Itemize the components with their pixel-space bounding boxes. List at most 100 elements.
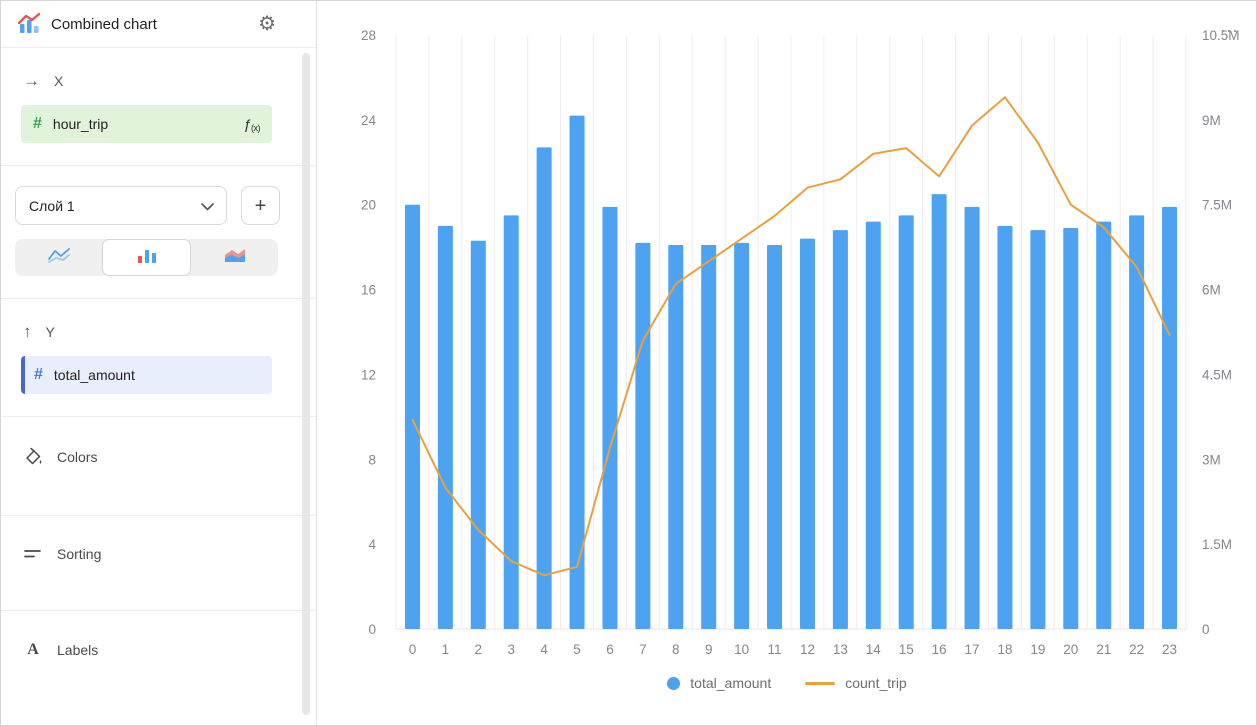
bar-8[interactable] xyxy=(668,245,684,629)
svg-text:9M: 9M xyxy=(1202,113,1221,128)
divider xyxy=(1,515,316,516)
bar-12[interactable] xyxy=(799,238,815,629)
bar-11[interactable] xyxy=(767,245,783,629)
labels-a-icon: A xyxy=(27,641,39,658)
y-section-header: ↑ Y xyxy=(1,299,316,340)
bar-4[interactable] xyxy=(536,147,552,629)
svg-text:6M: 6M xyxy=(1202,283,1221,298)
svg-text:10: 10 xyxy=(734,642,749,657)
divider xyxy=(1,610,316,611)
line-series-count-trip[interactable] xyxy=(411,96,1171,577)
sidebar-header: Combined chart ⚙ xyxy=(1,1,316,48)
svg-text:0: 0 xyxy=(1202,622,1210,637)
svg-text:12: 12 xyxy=(800,642,815,657)
svg-text:17: 17 xyxy=(965,642,980,657)
sorting-section[interactable]: Sorting xyxy=(1,516,316,610)
line-chart-icon xyxy=(47,247,71,269)
chevron-down-icon xyxy=(201,198,214,214)
labels-section[interactable]: A Labels xyxy=(1,611,316,707)
divider xyxy=(1,298,316,299)
chart-type-bar[interactable] xyxy=(102,239,191,276)
bar-0[interactable] xyxy=(404,204,420,629)
field-name: total_amount xyxy=(53,367,135,383)
legend-label: count_trip xyxy=(845,675,907,691)
chart-type-switcher xyxy=(15,239,278,276)
number-field-icon: # xyxy=(33,115,42,132)
add-layer-button[interactable]: + xyxy=(241,186,280,225)
svg-text:4: 4 xyxy=(368,537,376,552)
bar-19[interactable] xyxy=(1030,230,1046,629)
chart-type-line[interactable] xyxy=(15,239,102,276)
field-chip-hour-trip[interactable]: # hour_trip ƒ(x) xyxy=(21,105,272,143)
chart-type-area[interactable] xyxy=(191,239,278,276)
svg-text:0: 0 xyxy=(368,622,376,637)
bar-2[interactable] xyxy=(470,240,486,629)
divider xyxy=(1,165,316,166)
bar-13[interactable] xyxy=(832,230,848,629)
field-name: hour_trip xyxy=(52,116,109,132)
svg-text:16: 16 xyxy=(932,642,947,657)
arrow-right-icon: → xyxy=(23,71,40,90)
bar-23[interactable] xyxy=(1162,206,1178,630)
svg-text:9: 9 xyxy=(705,642,713,657)
svg-text:1.5M: 1.5M xyxy=(1202,537,1232,552)
formula-icon[interactable]: ƒ(x) xyxy=(243,115,260,133)
area-chart-icon xyxy=(223,247,247,269)
layer-select[interactable]: Слой 1 xyxy=(15,186,227,225)
bar-5[interactable] xyxy=(569,115,585,630)
svg-text:13: 13 xyxy=(833,642,848,657)
bar-7[interactable] xyxy=(635,242,651,629)
svg-text:2: 2 xyxy=(475,642,483,657)
bar-22[interactable] xyxy=(1129,215,1145,630)
sidebar-scrollbar[interactable] xyxy=(302,53,310,715)
divider xyxy=(1,416,316,417)
layer-select-value: Слой 1 xyxy=(29,197,75,214)
svg-text:6: 6 xyxy=(606,642,614,657)
x-section-label: X xyxy=(54,72,64,89)
bar-20[interactable] xyxy=(1063,228,1079,630)
svg-text:4: 4 xyxy=(540,642,548,657)
svg-text:12: 12 xyxy=(361,367,376,382)
bar-17[interactable] xyxy=(964,206,980,630)
svg-text:21: 21 xyxy=(1096,642,1111,657)
svg-text:18: 18 xyxy=(997,642,1012,657)
bar-3[interactable] xyxy=(503,215,519,630)
svg-text:3M: 3M xyxy=(1202,452,1221,467)
bar-14[interactable] xyxy=(865,221,881,629)
legend-label: total_amount xyxy=(690,675,772,691)
bar-21[interactable] xyxy=(1096,221,1112,629)
x-section-header: → X xyxy=(1,48,316,89)
bar-10[interactable] xyxy=(734,242,750,629)
svg-text:22: 22 xyxy=(1129,642,1144,657)
bar-9[interactable] xyxy=(701,245,717,629)
bar-15[interactable] xyxy=(898,215,914,630)
arrow-up-icon: ↑ xyxy=(23,322,32,341)
svg-text:28: 28 xyxy=(361,28,376,43)
svg-text:4.5M: 4.5M xyxy=(1202,367,1232,382)
svg-text:23: 23 xyxy=(1162,642,1177,657)
sorting-icon xyxy=(23,547,43,561)
svg-text:20: 20 xyxy=(361,198,376,213)
svg-text:24: 24 xyxy=(361,113,377,128)
paint-bucket-icon xyxy=(23,447,43,467)
bar-1[interactable] xyxy=(437,225,453,629)
legend-marker-line xyxy=(805,681,836,685)
bar-16[interactable] xyxy=(931,194,947,629)
bar-18[interactable] xyxy=(997,225,1013,629)
page-title: Combined chart xyxy=(51,15,157,33)
svg-text:15: 15 xyxy=(899,642,914,657)
gear-icon[interactable]: ⚙ xyxy=(258,13,276,35)
colors-section[interactable]: Colors xyxy=(1,417,316,515)
svg-text:11: 11 xyxy=(768,642,782,657)
number-field-icon: # xyxy=(34,366,43,383)
legend-item-count-trip[interactable]: count_trip xyxy=(805,675,907,691)
layer-row: Слой 1 + xyxy=(15,186,296,225)
svg-text:16: 16 xyxy=(361,283,376,298)
legend-item-total-amount[interactable]: total_amount xyxy=(667,675,771,691)
chart-more-icon[interactable]: ⋯ xyxy=(1214,21,1245,41)
svg-text:7.5M: 7.5M xyxy=(1202,198,1232,213)
sorting-label: Sorting xyxy=(57,546,102,562)
field-chip-total-amount[interactable]: # total_amount xyxy=(21,356,272,394)
bar-6[interactable] xyxy=(602,206,618,630)
